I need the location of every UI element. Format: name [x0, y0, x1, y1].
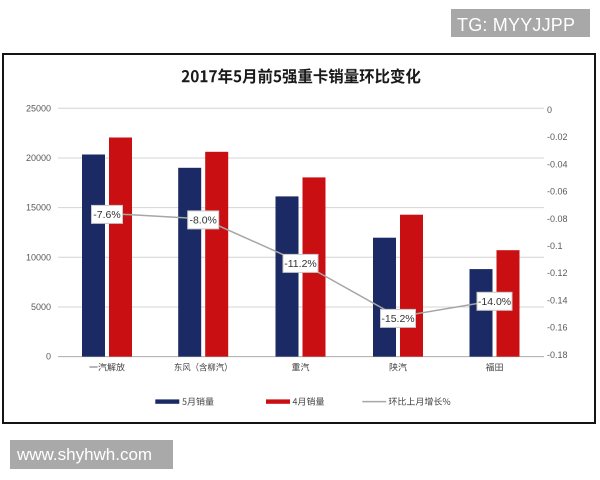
svg-text:5000: 5000 [31, 302, 51, 312]
svg-text:0: 0 [547, 105, 552, 115]
svg-text:-0.02: -0.02 [547, 132, 568, 142]
svg-text:-15.2%: -15.2% [381, 313, 414, 325]
svg-text:0: 0 [46, 352, 51, 362]
svg-text:-0.16: -0.16 [547, 323, 568, 333]
svg-text:15000: 15000 [26, 203, 51, 213]
svg-text:-7.6%: -7.6% [93, 209, 120, 221]
svg-text:-11.2%: -11.2% [284, 258, 317, 270]
svg-text:-0.18: -0.18 [547, 350, 568, 360]
svg-text:-0.08: -0.08 [547, 214, 568, 224]
svg-text:25000: 25000 [26, 103, 51, 113]
svg-text:-8.0%: -8.0% [189, 215, 216, 227]
svg-text:-0.06: -0.06 [547, 187, 568, 197]
svg-text:-0.14: -0.14 [547, 295, 568, 305]
svg-text:20000: 20000 [26, 153, 51, 163]
svg-text:-14.0%: -14.0% [478, 296, 511, 308]
svg-text:-0.12: -0.12 [547, 268, 568, 278]
svg-text:10000: 10000 [26, 252, 51, 262]
svg-text:-0.04: -0.04 [547, 159, 568, 169]
svg-text:-0.1: -0.1 [547, 241, 563, 251]
